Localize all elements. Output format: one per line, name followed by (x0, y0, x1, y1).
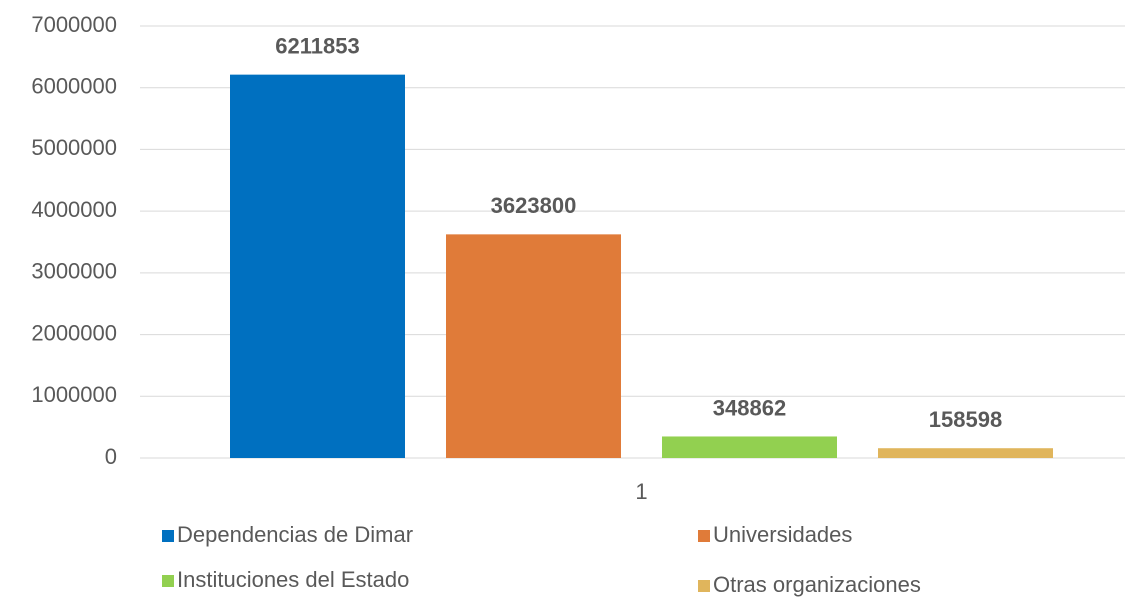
y-tick-label: 0 (105, 444, 117, 469)
bar (446, 234, 621, 458)
y-tick-label: 1000000 (31, 382, 117, 407)
x-tick-label: 1 (635, 479, 647, 504)
y-tick-label: 6000000 (31, 74, 117, 99)
data-label: 6211853 (275, 33, 359, 58)
y-tick-label: 2000000 (31, 320, 117, 345)
y-tick-label: 4000000 (31, 197, 117, 222)
legend-label: Instituciones del Estado (177, 567, 409, 592)
bar (230, 74, 405, 459)
legend-label: Universidades (713, 522, 852, 547)
data-label: 158598 (929, 407, 1002, 432)
y-tick-label: 5000000 (31, 135, 117, 160)
y-tick-label: 7000000 (31, 12, 117, 37)
bar (662, 436, 837, 458)
data-label: 348862 (713, 395, 786, 420)
legend-swatch (162, 575, 174, 587)
legend-swatch (698, 580, 710, 592)
data-label: 3623800 (491, 193, 577, 218)
legend-swatch (698, 530, 710, 542)
legend-swatch (162, 530, 174, 542)
y-tick-label: 3000000 (31, 259, 117, 284)
legend-label: Dependencias de Dimar (177, 522, 413, 547)
bar (878, 448, 1053, 458)
legend-label: Otras organizaciones (713, 572, 921, 597)
